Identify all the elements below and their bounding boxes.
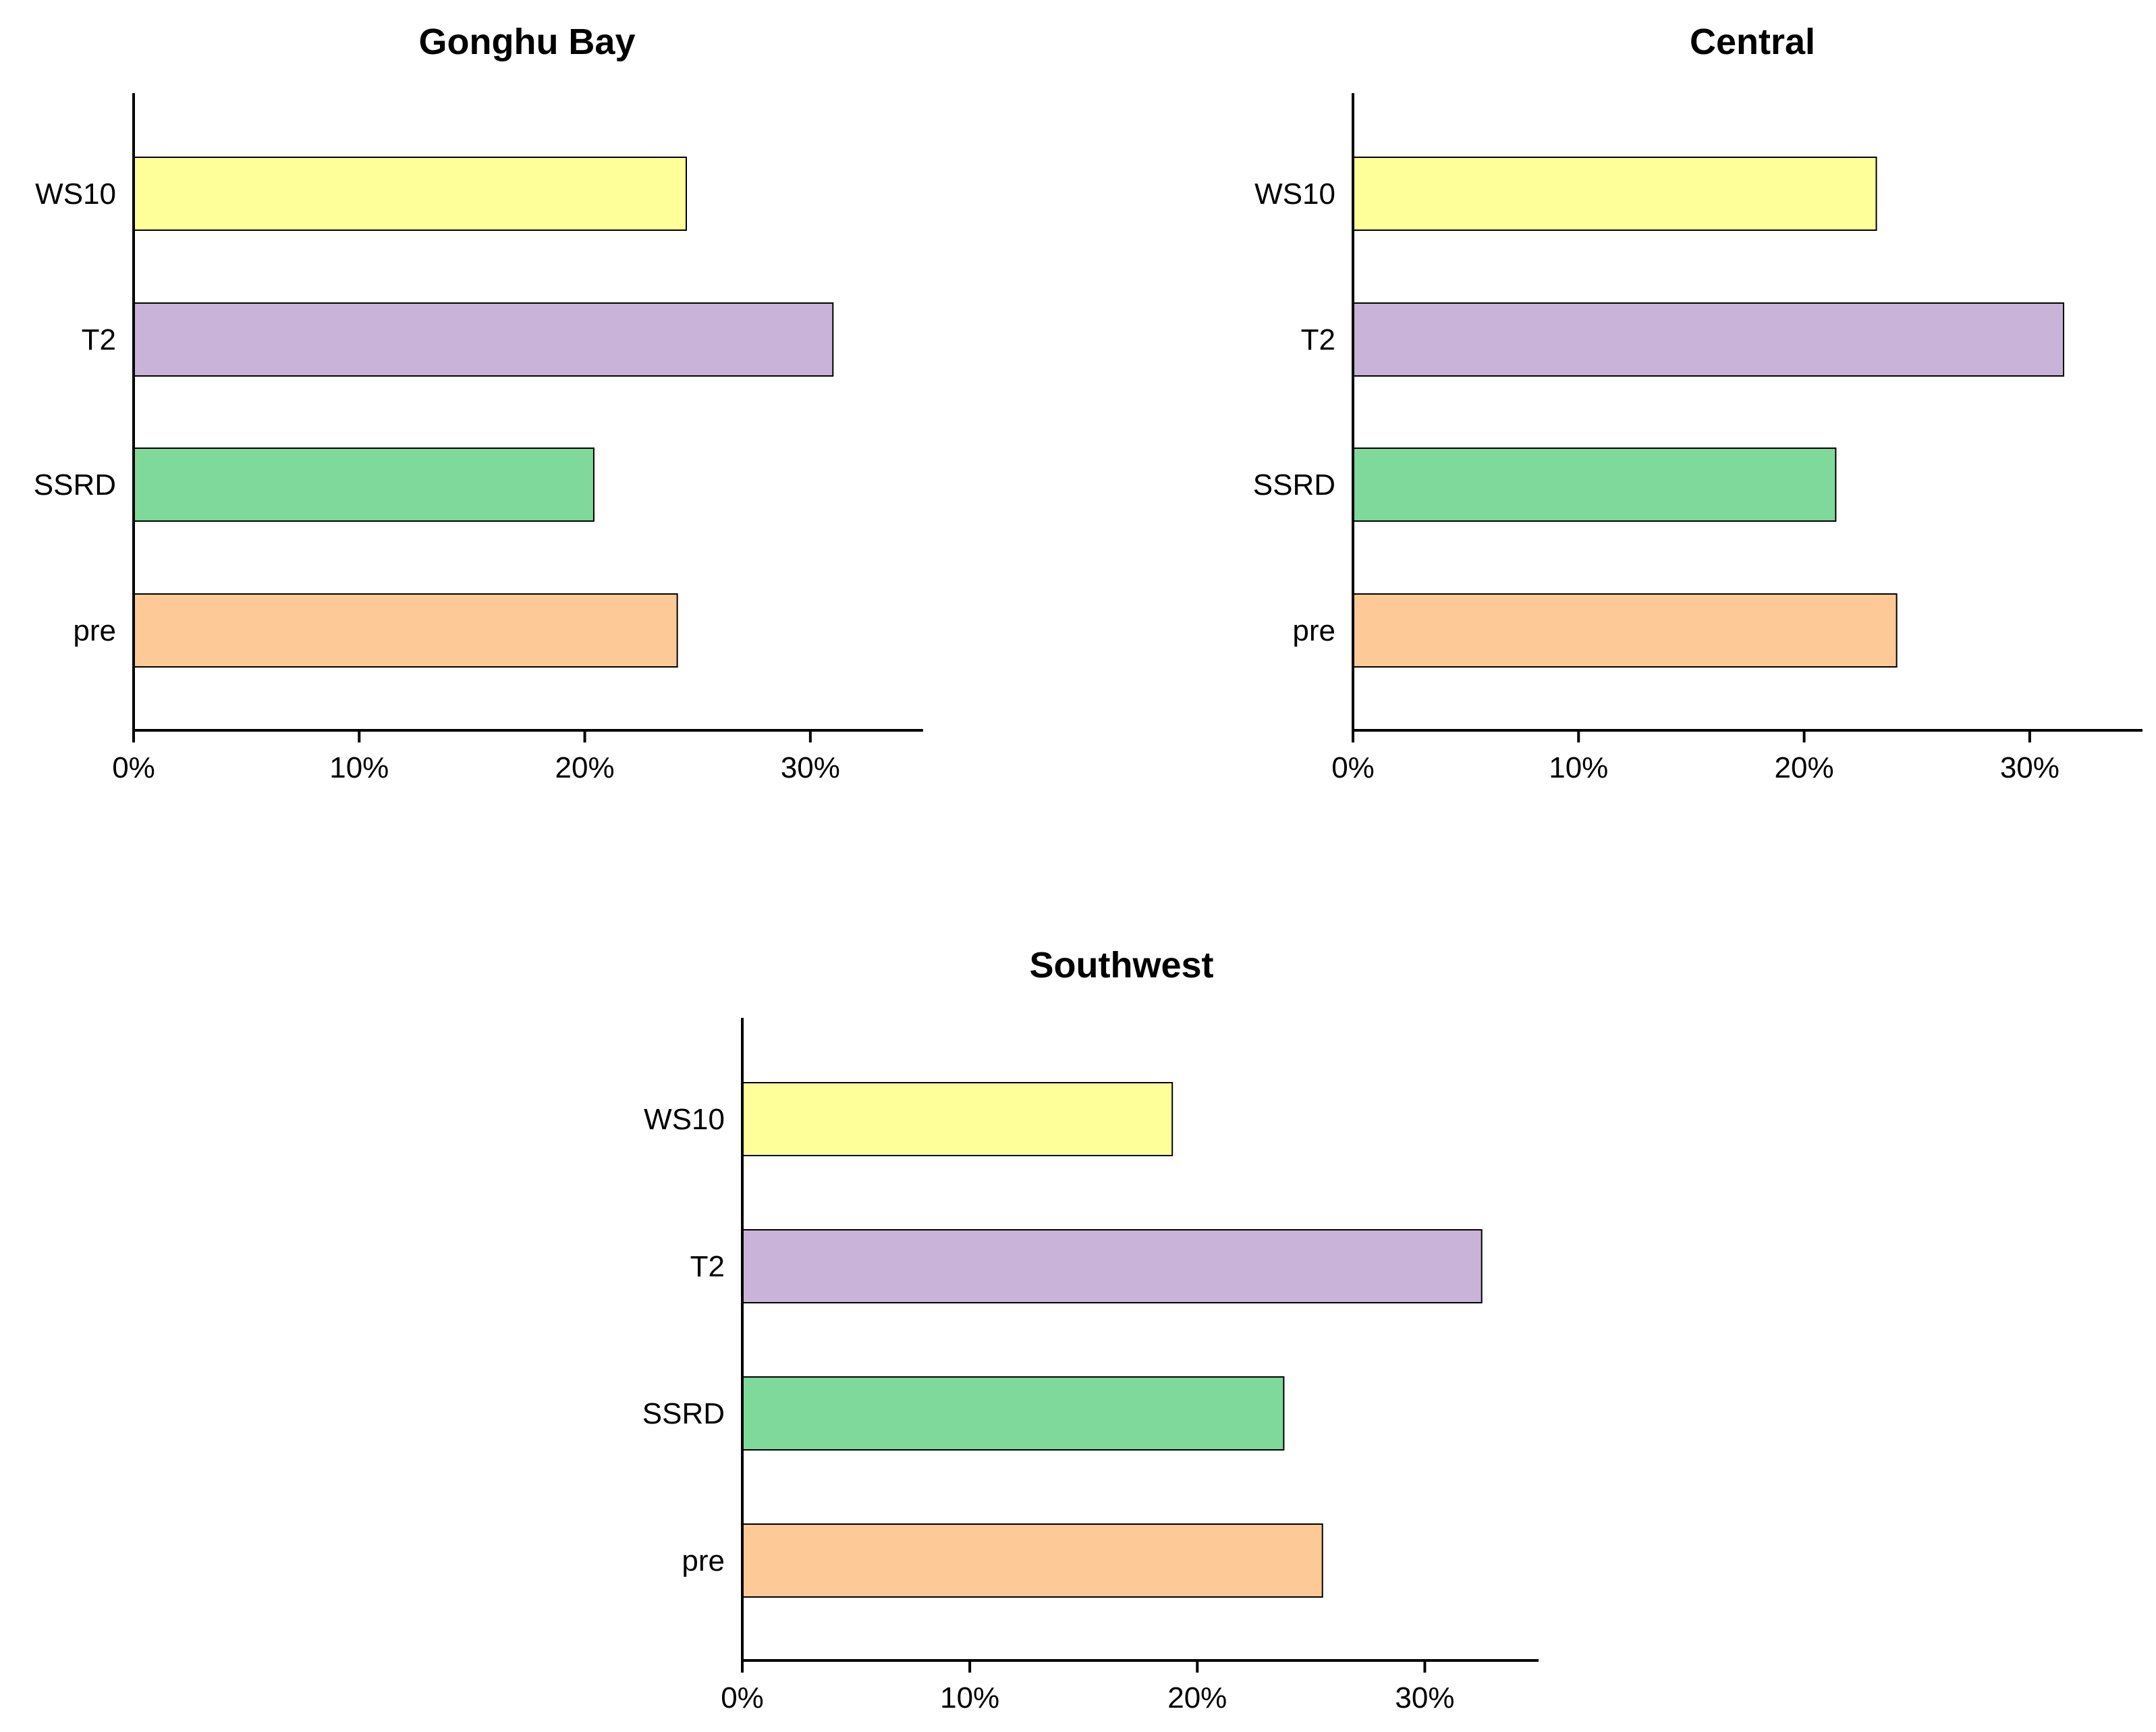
x-tick-label: 30% [1395, 1681, 1454, 1714]
bar-ssrd [133, 448, 595, 522]
bar-pre [742, 1523, 1323, 1598]
bar-ssrd [742, 1376, 1285, 1451]
x-tick-label: 10% [329, 751, 389, 784]
x-tick-label: 0% [1331, 751, 1375, 784]
bar-t2 [133, 302, 834, 377]
category-label: SSRD [1253, 468, 1335, 502]
category-label: T2 [1301, 323, 1335, 356]
bar-t2 [1352, 302, 2064, 377]
bar-ws10 [133, 157, 687, 231]
x-tick-label: 20% [1775, 751, 1834, 784]
category-label: pre [682, 1544, 725, 1577]
x-tick-label: 10% [940, 1681, 999, 1714]
bar-t2 [742, 1229, 1483, 1303]
chart-panel-central: Central WS10 T2 SSRD pre 0% 10% 20% 30% [1253, 22, 2143, 784]
category-label: WS10 [35, 178, 116, 211]
x-tick-label: 20% [1167, 1681, 1227, 1714]
category-label: SSRD [34, 468, 116, 502]
x-tick-label: 0% [112, 751, 155, 784]
bar-pre [1352, 593, 1898, 668]
x-tick-label: 10% [1549, 751, 1608, 784]
x-tick-label: 0% [721, 1681, 764, 1714]
category-label: WS10 [1254, 178, 1335, 211]
bar-ws10 [1352, 157, 1877, 231]
bar-pre [133, 593, 678, 668]
bar-ws10 [742, 1082, 1173, 1156]
chart-title: Gonghu Bay [419, 22, 636, 62]
category-label: T2 [82, 323, 116, 356]
chart-panel-gonghu-bay: Gonghu Bay WS10 T2 SSRD pre 0% 10% 20% 30% [34, 22, 923, 784]
x-tick-label: 30% [781, 751, 840, 784]
category-label: pre [73, 614, 116, 647]
x-tick-label: 20% [555, 751, 615, 784]
chart-panel-southwest: Southwest WS10 T2 SSRD pre 0% 10% 20% 30% [642, 945, 1539, 1714]
category-label: pre [1292, 614, 1335, 647]
category-label: T2 [690, 1250, 725, 1283]
chart-title: Southwest [1029, 945, 1213, 985]
category-label: SSRD [642, 1397, 725, 1430]
chart-title: Central [1690, 22, 1815, 62]
x-tick-label: 30% [2000, 751, 2060, 784]
bar-ssrd [1352, 448, 1837, 522]
category-label: WS10 [644, 1103, 725, 1136]
